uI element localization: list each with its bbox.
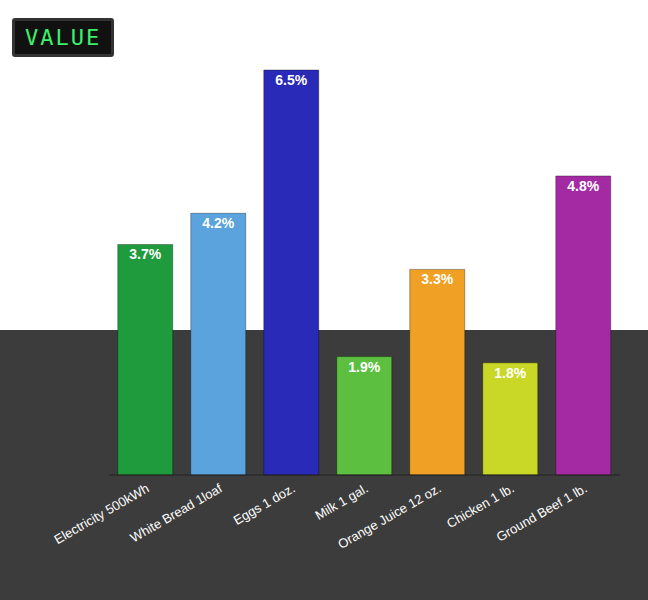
svg-text:Ground Beef 1 lb.: Ground Beef 1 lb. <box>494 481 590 545</box>
svg-text:3.7%: 3.7% <box>129 246 161 262</box>
svg-text:Orange Juice 12 oz.: Orange Juice 12 oz. <box>335 481 443 552</box>
svg-text:Eggs 1 doz.: Eggs 1 doz. <box>231 481 298 528</box>
svg-text:4.2%: 4.2% <box>202 215 234 231</box>
svg-text:1.9%: 1.9% <box>348 359 380 375</box>
svg-text:Electricity 500kWh: Electricity 500kWh <box>51 480 152 548</box>
svg-text:Chicken 1 lb.: Chicken 1 lb. <box>444 480 517 532</box>
svg-text:1.8%: 1.8% <box>494 365 526 381</box>
svg-text:6.5%: 6.5% <box>275 72 307 88</box>
svg-text:White Bread 1loaf: White Bread 1loaf <box>128 480 225 545</box>
svg-text:4.8%: 4.8% <box>567 178 599 194</box>
svg-text:Milk 1 gal.: Milk 1 gal. <box>312 481 370 523</box>
svg-text:3.3%: 3.3% <box>421 271 453 287</box>
html-text:VALUE: VALUE <box>25 25 102 50</box>
